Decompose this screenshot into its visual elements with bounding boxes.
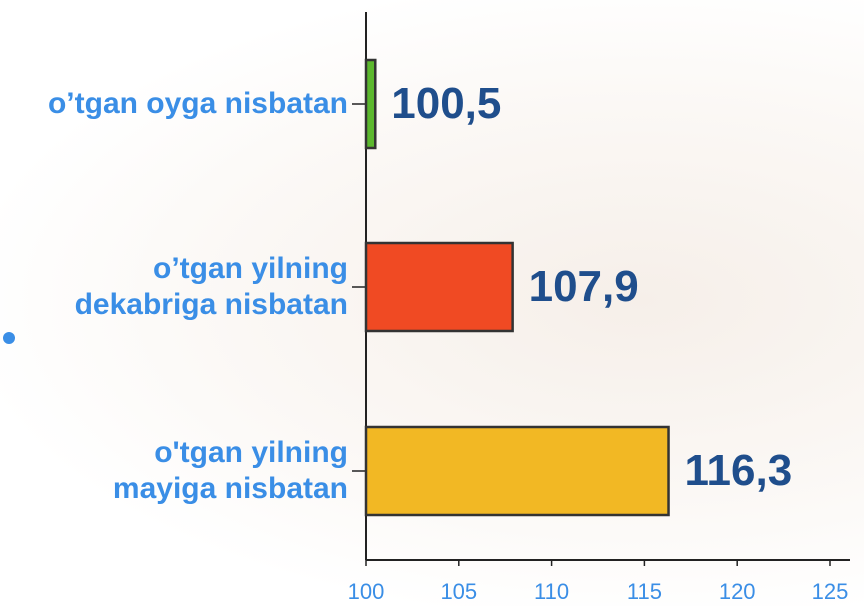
chart: 100 105 110 115 120 125 o’tgan oyga nisbatan 1… bbox=[0, 0, 864, 606]
x-tick-label: 125 bbox=[812, 579, 849, 604]
bar bbox=[366, 243, 513, 331]
bar bbox=[366, 427, 669, 515]
value-label: 100,5 bbox=[391, 79, 501, 129]
x-tick-label: 120 bbox=[719, 579, 756, 604]
y-tick-label: o’tgan yilning dekabriga nisbatan bbox=[3, 251, 348, 323]
value-label: 107,9 bbox=[529, 262, 639, 312]
y-tick-label: o'tgan yilning mayiga nisbatan bbox=[3, 435, 348, 507]
x-tick-label: 115 bbox=[627, 579, 662, 604]
bar bbox=[366, 60, 375, 148]
x-tick-label: 110 bbox=[534, 579, 569, 604]
y-tick-label: o’tgan oyga nisbatan bbox=[3, 86, 348, 122]
x-tick-label: 105 bbox=[440, 579, 477, 604]
value-label: 116,3 bbox=[685, 446, 793, 496]
bullet bbox=[3, 332, 15, 344]
x-tick-label: 100 bbox=[348, 579, 385, 604]
